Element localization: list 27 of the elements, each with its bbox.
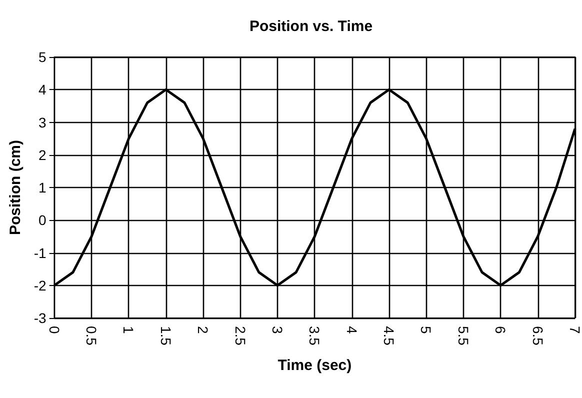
x-tick-label: 1 [120, 326, 137, 334]
y-tick-label: 0 [38, 212, 47, 228]
x-tick-label: 7 [567, 326, 582, 334]
y-tick-label: -1 [34, 244, 47, 261]
x-tick-label: 5 [418, 326, 434, 334]
y-axis-title: Position (cm) [7, 140, 24, 236]
y-tick-label: 2 [38, 146, 47, 163]
x-tick-label: 6 [492, 326, 509, 334]
x-tick-label: 2.5 [232, 326, 248, 346]
x-tick-label: 3 [269, 326, 286, 334]
x-axis-title: Time (sec) [278, 357, 352, 374]
x-tick-label: 4.5 [381, 326, 398, 346]
y-tick-label: -3 [34, 310, 47, 326]
y-tick-label: 1 [38, 180, 47, 196]
x-tick-label: 3.5 [306, 326, 323, 346]
y-tick-label: -2 [34, 277, 47, 294]
x-tick-label: 0.5 [84, 326, 100, 346]
y-tick-label: 5 [38, 49, 47, 65]
y-tick-label: 3 [38, 114, 47, 130]
x-tick-label: 5.5 [455, 326, 472, 346]
x-tick-label: 1.5 [158, 326, 174, 346]
chart-title: Position vs. Time [249, 18, 373, 35]
x-tick-label: 2 [195, 326, 212, 334]
x-tick-label: 6.5 [530, 326, 546, 346]
x-tick-label: 0 [46, 326, 62, 334]
y-tick-label: 4 [38, 82, 47, 98]
x-tick-label: 4 [344, 326, 360, 334]
